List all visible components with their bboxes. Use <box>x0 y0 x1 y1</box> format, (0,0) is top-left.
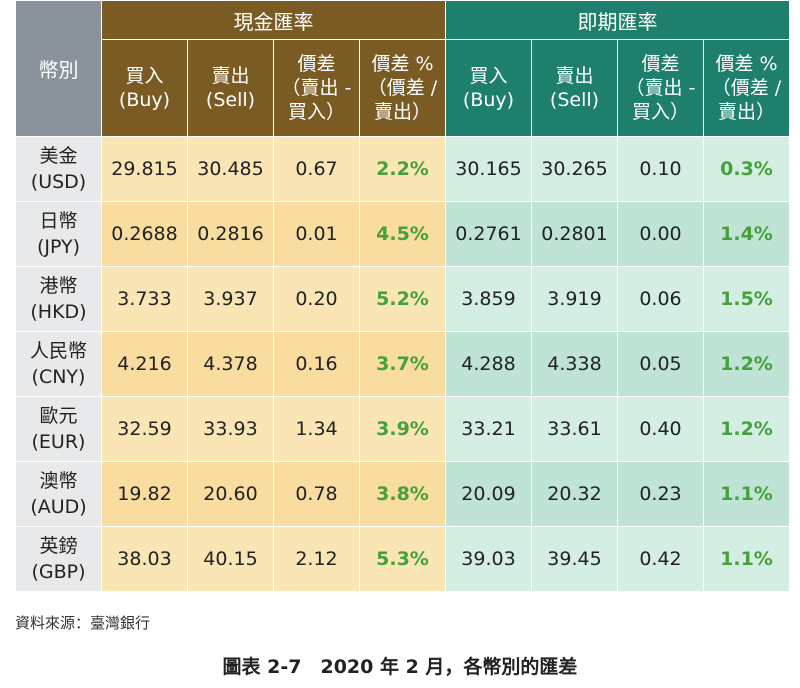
cash-spread-cell: 1.34 <box>273 396 360 462</box>
spot-spread-pct-header: 價差 % （價差 / 賣出） <box>703 39 790 137</box>
spot-buy-cell: 0.2761 <box>445 201 532 267</box>
cash-spread-pct-cell: 3.8% <box>359 461 446 527</box>
cash-rate-header: 現金匯率 <box>101 0 446 40</box>
spot-spread-cell: 0.06 <box>617 266 704 332</box>
cash-buy-cell: 0.2688 <box>101 201 188 267</box>
currency-cell: 歐元 (EUR) <box>15 396 102 462</box>
table-row: 港幣 (HKD) 3.733 3.937 0.20 5.2% 3.859 3.91… <box>15 266 790 332</box>
cash-spread-pct-cell: 2.2% <box>359 136 446 202</box>
cash-sell-cell: 30.485 <box>187 136 274 202</box>
spot-spread-pct-cell: 1.2% <box>703 331 790 397</box>
cash-buy-header: 買入 (Buy) <box>101 39 188 137</box>
spot-sell-cell: 4.338 <box>531 331 618 397</box>
cash-buy-cell: 38.03 <box>101 526 188 592</box>
table-row: 美金 (USD) 29.815 30.485 0.67 2.2% 30.165 3… <box>15 136 790 202</box>
spot-spread-cell: 0.10 <box>617 136 704 202</box>
cash-sell-cell: 0.2816 <box>187 201 274 267</box>
cash-sell-cell: 33.93 <box>187 396 274 462</box>
cash-spread-pct-header: 價差 % （價差 / 賣出） <box>359 39 446 137</box>
cash-spread-pct-cell: 3.7% <box>359 331 446 397</box>
cash-buy-cell: 32.59 <box>101 396 188 462</box>
currency-header: 幣別 <box>15 0 102 137</box>
spot-buy-header: 買入 (Buy) <box>445 39 532 137</box>
currency-cell: 日幣 (JPY) <box>15 201 102 267</box>
cash-buy-cell: 19.82 <box>101 461 188 527</box>
cash-spread-pct-cell: 3.9% <box>359 396 446 462</box>
currency-cell: 美金 (USD) <box>15 136 102 202</box>
spot-spread-pct-cell: 1.1% <box>703 461 790 527</box>
cash-spread-cell: 0.01 <box>273 201 360 267</box>
spot-buy-cell: 3.859 <box>445 266 532 332</box>
exchange-rate-table: 幣別 現金匯率 即期匯率 買入 (Buy) 賣出 (Sell) 價差 （賣出 - 買入）… <box>15 0 790 592</box>
cash-spread-header: 價差 （賣出 - 買入） <box>273 39 360 137</box>
table-row: 歐元 (EUR) 32.59 33.93 1.34 3.9% 33.21 33.6… <box>15 396 790 462</box>
cash-spread-pct-cell: 5.2% <box>359 266 446 332</box>
cash-spread-cell: 0.20 <box>273 266 360 332</box>
spot-sell-cell: 3.919 <box>531 266 618 332</box>
cash-spread-cell: 0.67 <box>273 136 360 202</box>
spot-sell-header: 賣出 (Sell) <box>531 39 618 137</box>
spot-buy-cell: 33.21 <box>445 396 532 462</box>
cash-spread-pct-cell: 4.5% <box>359 201 446 267</box>
cash-sell-header: 賣出 (Sell) <box>187 39 274 137</box>
figure-caption: 圖表 2-7 2020 年 2 月，各幣別的匯差 <box>222 656 578 678</box>
spot-spread-cell: 0.42 <box>617 526 704 592</box>
spot-rate-header: 即期匯率 <box>445 0 790 40</box>
cash-spread-pct-cell: 5.3% <box>359 526 446 592</box>
cash-sell-cell: 20.60 <box>187 461 274 527</box>
table-row: 英鎊 (GBP) 38.03 40.15 2.12 5.3% 39.03 39.4… <box>15 526 790 592</box>
spot-spread-pct-cell: 1.2% <box>703 396 790 462</box>
spot-buy-cell: 4.288 <box>445 331 532 397</box>
table-row: 日幣 (JPY) 0.2688 0.2816 0.01 4.5% 0.2761 0… <box>15 201 790 267</box>
spot-buy-cell: 20.09 <box>445 461 532 527</box>
cash-sell-cell: 40.15 <box>187 526 274 592</box>
cash-buy-cell: 3.733 <box>101 266 188 332</box>
cash-buy-cell: 29.815 <box>101 136 188 202</box>
spot-buy-cell: 39.03 <box>445 526 532 592</box>
spot-spread-pct-cell: 1.5% <box>703 266 790 332</box>
table-row: 人民幣 (CNY) 4.216 4.378 0.16 3.7% 4.288 4.3… <box>15 331 790 397</box>
currency-cell: 英鎊 (GBP) <box>15 526 102 592</box>
spot-sell-cell: 33.61 <box>531 396 618 462</box>
cash-spread-cell: 0.78 <box>273 461 360 527</box>
spot-buy-cell: 30.165 <box>445 136 532 202</box>
currency-cell: 澳幣 (AUD) <box>15 461 102 527</box>
spot-spread-cell: 0.40 <box>617 396 704 462</box>
table-row: 澳幣 (AUD) 19.82 20.60 0.78 3.8% 20.09 20.3… <box>15 461 790 527</box>
currency-cell: 港幣 (HKD) <box>15 266 102 332</box>
cash-spread-cell: 2.12 <box>273 526 360 592</box>
spot-spread-header: 價差 （賣出 - 買入） <box>617 39 704 137</box>
spot-spread-pct-cell: 0.3% <box>703 136 790 202</box>
spot-spread-cell: 0.05 <box>617 331 704 397</box>
spot-sell-cell: 20.32 <box>531 461 618 527</box>
cash-buy-cell: 4.216 <box>101 331 188 397</box>
spot-sell-cell: 39.45 <box>531 526 618 592</box>
spot-spread-cell: 0.23 <box>617 461 704 527</box>
cash-sell-cell: 4.378 <box>187 331 274 397</box>
spot-spread-pct-cell: 1.1% <box>703 526 790 592</box>
cash-spread-cell: 0.16 <box>273 331 360 397</box>
cash-sell-cell: 3.937 <box>187 266 274 332</box>
source-note: 資料來源：臺灣銀行 <box>15 614 151 632</box>
spot-spread-cell: 0.00 <box>617 201 704 267</box>
spot-sell-cell: 30.265 <box>531 136 618 202</box>
spot-sell-cell: 0.2801 <box>531 201 618 267</box>
spot-spread-pct-cell: 1.4% <box>703 201 790 267</box>
currency-cell: 人民幣 (CNY) <box>15 331 102 397</box>
